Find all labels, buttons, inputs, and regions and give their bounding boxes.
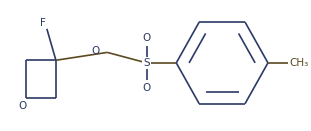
Text: O: O xyxy=(142,33,151,43)
Text: O: O xyxy=(142,83,151,92)
Text: S: S xyxy=(143,58,150,68)
Text: CH₃: CH₃ xyxy=(289,58,308,68)
Text: F: F xyxy=(40,18,46,28)
Text: O: O xyxy=(91,46,100,56)
Text: O: O xyxy=(19,101,27,111)
